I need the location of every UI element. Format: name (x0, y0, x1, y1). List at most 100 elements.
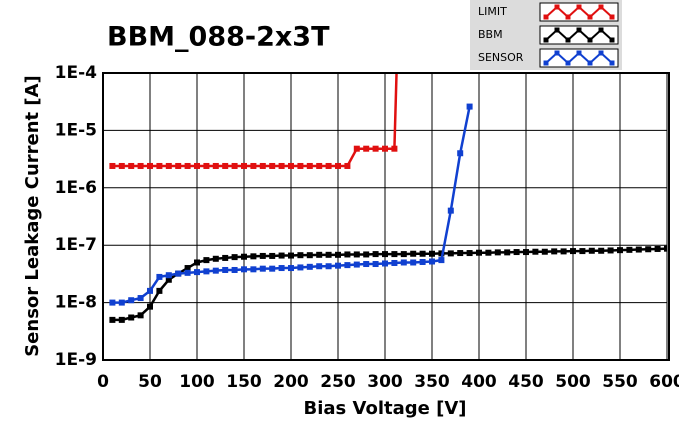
marker (588, 247, 595, 254)
marker (447, 250, 454, 257)
marker (363, 251, 370, 258)
marker (438, 250, 445, 257)
y-tick-label: 1E-4 (55, 63, 97, 83)
y-axis-label: Sensor Leakage Current [A] (22, 75, 43, 357)
marker (147, 303, 153, 310)
marker (344, 251, 351, 258)
x-tick-label: 0 (97, 372, 109, 392)
x-axis-label: Bias Voltage [V] (304, 398, 467, 419)
y-tick-label: 1E-5 (55, 120, 97, 140)
marker (297, 252, 304, 259)
x-tick-label: 50 (138, 372, 162, 392)
legend-swatch-marker (543, 60, 549, 66)
legend-label: LIMIT (478, 5, 507, 18)
marker (306, 162, 313, 169)
marker (259, 162, 266, 169)
marker (203, 268, 210, 275)
marker (222, 162, 229, 169)
marker (269, 265, 276, 272)
marker (438, 257, 445, 264)
marker (316, 263, 323, 270)
marker (194, 162, 200, 169)
marker (156, 162, 163, 169)
marker (316, 251, 323, 258)
legend-swatch-marker (576, 27, 582, 33)
marker (297, 162, 304, 169)
marker (231, 254, 238, 261)
marker (241, 162, 247, 169)
marker (250, 266, 257, 273)
marker (212, 267, 219, 274)
x-tick-label: 100 (179, 372, 215, 392)
legend-swatch-marker (587, 14, 593, 20)
marker (109, 162, 116, 169)
marker (325, 251, 332, 258)
marker (457, 150, 464, 157)
marker (241, 253, 247, 260)
marker (184, 162, 191, 169)
legend-swatch-marker (598, 4, 604, 10)
marker (410, 259, 417, 266)
marker (109, 316, 116, 323)
x-tick-label: 500 (555, 372, 591, 392)
marker (325, 162, 332, 169)
marker (231, 162, 238, 169)
marker (325, 263, 332, 270)
marker (457, 250, 464, 257)
marker (231, 266, 238, 273)
marker (128, 297, 135, 304)
x-tick-label: 350 (414, 372, 450, 392)
marker (165, 276, 172, 283)
y-tick-label: 1E-7 (55, 235, 97, 255)
marker (335, 162, 341, 169)
marker (372, 251, 379, 258)
marker (400, 251, 407, 258)
marker (607, 247, 614, 254)
marker (645, 246, 652, 253)
marker (118, 299, 125, 306)
marker (175, 162, 182, 169)
x-tick-label: 300 (367, 372, 403, 392)
marker (175, 270, 182, 277)
marker (165, 272, 172, 279)
x-tick-label: 250 (320, 372, 356, 392)
marker (353, 251, 360, 258)
marker (156, 287, 163, 294)
marker (335, 251, 341, 258)
marker (278, 265, 285, 272)
marker (118, 162, 125, 169)
marker (635, 246, 642, 253)
marker (212, 255, 219, 262)
marker (250, 253, 257, 260)
legend-swatch-marker (598, 27, 604, 33)
marker (147, 287, 153, 294)
marker (344, 262, 351, 269)
marker (664, 245, 667, 252)
legend-swatch-marker (609, 14, 615, 20)
marker (560, 248, 567, 255)
chart-title: BBM_088-2x3T (107, 22, 330, 53)
marker (391, 251, 398, 258)
marker (353, 261, 360, 268)
legend-label: BBM (478, 28, 503, 41)
legend-swatch-marker (543, 14, 549, 20)
marker (241, 266, 247, 273)
marker (259, 252, 266, 259)
marker (466, 250, 473, 257)
marker (382, 251, 388, 258)
marker (429, 250, 435, 257)
marker (137, 295, 144, 302)
marker (250, 162, 257, 169)
legend-swatch-marker (609, 60, 615, 66)
marker (626, 246, 633, 253)
marker (570, 248, 576, 255)
marker (118, 316, 125, 323)
marker (259, 265, 266, 272)
marker (372, 261, 379, 268)
marker (391, 145, 398, 152)
legend-swatch-marker (543, 37, 549, 43)
x-tick-label: 600 (649, 372, 679, 392)
marker (494, 249, 501, 256)
marker (194, 259, 200, 266)
